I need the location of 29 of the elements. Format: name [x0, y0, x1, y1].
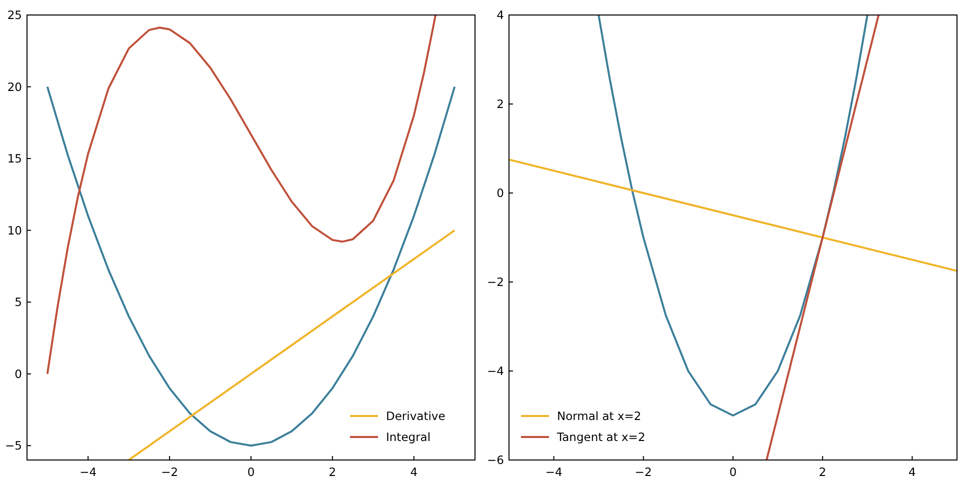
x-tick-label: −4 — [545, 465, 562, 479]
x-tick-label: 4 — [410, 465, 418, 479]
y-tick-label: 10 — [7, 223, 22, 238]
y-tick-label: 4 — [496, 8, 504, 22]
x-tick-label: 0 — [247, 465, 255, 479]
x-tick-label: 4 — [908, 465, 916, 479]
x-tick-label: 0 — [729, 465, 737, 479]
y-tick-label: −5 — [5, 438, 22, 453]
legend-label: Integral — [386, 430, 431, 444]
x-tick-label: −2 — [634, 465, 652, 479]
y-tick-label: 25 — [7, 8, 22, 22]
line-series — [46, 86, 456, 447]
x-tick-label: −2 — [161, 465, 178, 479]
y-tick-label: −2 — [487, 275, 504, 289]
y-tick-label: −4 — [487, 364, 504, 378]
y-tick-label: 0 — [14, 366, 22, 381]
legend-label: Derivative — [386, 409, 446, 423]
x-tick-label: 2 — [328, 465, 336, 479]
y-tick-label: −6 — [487, 453, 504, 467]
x-tick-label: 2 — [818, 465, 826, 479]
legend-label: Tangent at x=2 — [556, 430, 646, 444]
x-tick-label: −4 — [80, 465, 97, 479]
y-tick-label: 15 — [7, 152, 22, 166]
y-tick-label: 20 — [7, 80, 22, 94]
line-series — [46, 15, 436, 375]
legend-label: Normal at x=2 — [557, 409, 642, 423]
y-tick-label: 5 — [14, 295, 22, 310]
y-tick-label: 0 — [496, 186, 504, 200]
y-tick-label: 2 — [496, 97, 504, 111]
